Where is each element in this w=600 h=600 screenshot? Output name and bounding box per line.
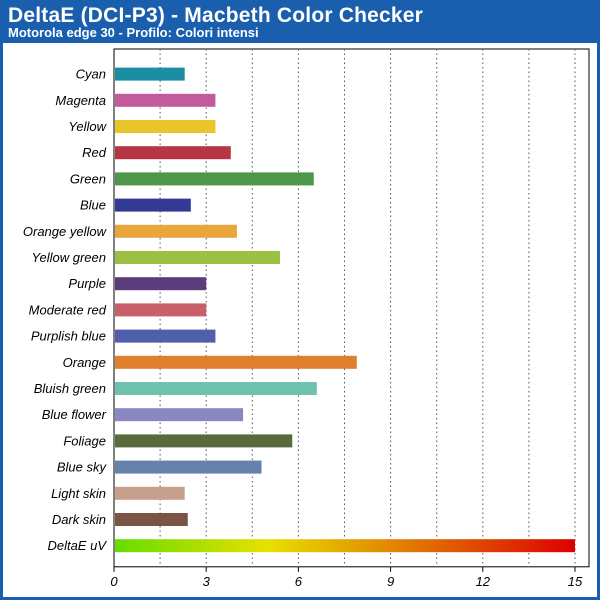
chart-header: DeltaE (DCI-P3) - Macbeth Color Checker …	[0, 0, 600, 44]
category-label: Blue	[80, 198, 106, 213]
category-label: Orange	[63, 355, 106, 370]
grid-lines	[113, 48, 590, 568]
bar	[115, 224, 237, 238]
bar	[115, 120, 216, 133]
x-tick-label: 6	[295, 574, 303, 589]
chart-title: DeltaE (DCI-P3) - Macbeth Color Checker	[8, 4, 424, 27]
category-label: Yellow	[68, 119, 107, 134]
x-tick-label: 9	[387, 574, 394, 589]
bar	[115, 434, 293, 448]
x-axis: 0 3 6 9 12 15	[110, 566, 583, 589]
bars	[115, 67, 575, 553]
plot-frame	[113, 48, 590, 568]
category-label: Purplish blue	[31, 329, 106, 344]
category-label: Blue sky	[57, 460, 108, 475]
category-label: Bluish green	[34, 381, 106, 396]
bar-chart: Cyan Magenta Yellow Red Green Blue Orange yell…	[23, 48, 590, 589]
bar	[115, 146, 231, 160]
bar	[115, 303, 207, 317]
bar-deltae-uv-scale	[115, 539, 575, 553]
x-tick-label: 3	[203, 574, 211, 589]
bar	[115, 486, 185, 500]
category-label: Orange yellow	[23, 224, 108, 239]
bar	[115, 355, 357, 369]
category-labels: Cyan Magenta Yellow Red Green Blue Orange yell…	[23, 67, 108, 554]
category-label: Light skin	[51, 486, 106, 501]
bar	[115, 513, 188, 526]
bar	[115, 329, 216, 343]
category-label: Cyan	[76, 67, 106, 82]
bar	[115, 382, 317, 395]
bar	[115, 93, 216, 107]
bar	[115, 460, 262, 474]
category-label: Moderate red	[29, 302, 107, 317]
category-label: Red	[82, 145, 107, 160]
category-label: Magenta	[55, 93, 106, 108]
category-label: Blue flower	[42, 407, 107, 422]
bar	[115, 408, 244, 422]
bar	[115, 172, 314, 186]
bar	[115, 277, 207, 291]
category-label: Green	[70, 171, 106, 186]
category-label: Dark skin	[52, 512, 106, 527]
x-tick-label: 12	[476, 574, 491, 589]
bar	[115, 251, 280, 264]
bar	[115, 198, 191, 212]
bar	[115, 67, 185, 81]
scale-bar-label: DeltaE uV	[47, 538, 107, 553]
x-tick-label: 15	[568, 574, 583, 589]
chart-subtitle: Motorola edge 30 - Profilo: Colori inten…	[8, 25, 259, 40]
category-label: Purple	[68, 276, 106, 291]
x-tick-label: 0	[110, 574, 118, 589]
category-label: Foliage	[63, 433, 106, 448]
chart-panel: Cyan Magenta Yellow Red Green Blue Orange yell…	[3, 43, 597, 597]
category-label: Yellow green	[32, 250, 106, 265]
